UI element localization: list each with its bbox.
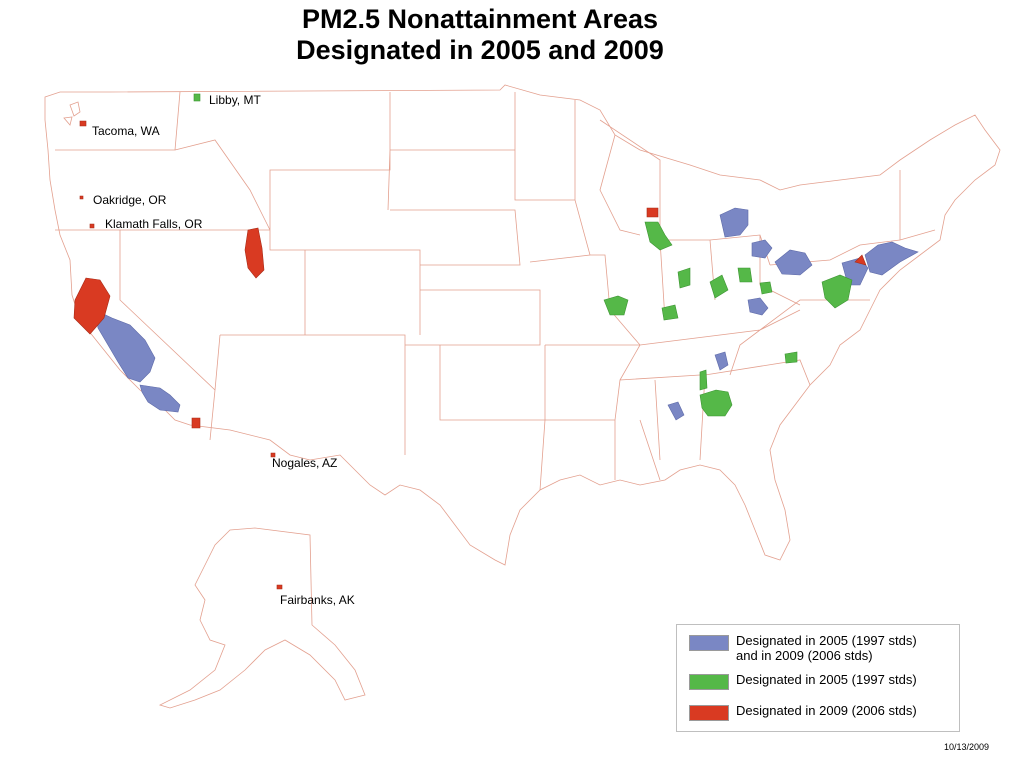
legend-label-2005: Designated in 2005 (1997 stds) (736, 672, 917, 687)
area-chattanooga-atlanta (699, 389, 733, 417)
area-indianapolis (677, 267, 691, 289)
areas-both (94, 207, 919, 421)
legend-item-2009: Designated in 2009 (2006 stds) (689, 703, 917, 721)
area-utah (244, 227, 265, 279)
area-imperial (191, 417, 201, 429)
area-cincinnati-dayton (709, 274, 729, 299)
legend-label-2009: Designated in 2009 (2006 stds) (736, 703, 917, 718)
area-louisville (747, 297, 769, 316)
map-title-line-1: PM2.5 Nonattainment Areas (301, 4, 659, 34)
area-south-coast (139, 384, 181, 413)
map-title: PM2.5 Nonattainment Areas Designated in … (0, 4, 960, 66)
area-klamath-falls (89, 223, 95, 229)
area-oakridge (79, 195, 84, 200)
label-oakridge: Oakridge, OR (93, 193, 167, 207)
area-alabama-north (699, 369, 708, 391)
legend-swatch-both (689, 635, 729, 651)
legend-swatch-2009 (689, 705, 729, 721)
map-title-line-2: Designated in 2005 and 2009 (296, 35, 664, 65)
area-cleveland (751, 239, 773, 259)
area-charleston (759, 281, 773, 295)
area-libby (193, 93, 201, 102)
area-harrisburg (854, 254, 867, 266)
legend-swatch-2005 (689, 674, 729, 690)
label-libby: Libby, MT (209, 93, 261, 107)
puget-island-outline (63, 101, 81, 126)
area-fairbanks (276, 584, 283, 590)
area-baltimore-dc (821, 274, 853, 309)
label-nogales: Nogales, AZ (272, 456, 338, 470)
areas-2009 (73, 120, 867, 590)
legend-item-both: Designated in 2005 (1997 stds) and in 20… (689, 633, 917, 663)
area-knoxville (714, 351, 729, 371)
legend-label-both: Designated in 2005 (1997 stds) and in 20… (736, 633, 917, 663)
area-st-louis (603, 295, 629, 316)
conus-outline (44, 84, 1001, 566)
area-chicago (644, 221, 673, 251)
area-detroit (719, 207, 749, 238)
area-pittsburgh (774, 249, 813, 276)
label-klamath-falls: Klamath Falls, OR (105, 217, 203, 231)
area-milwaukee (646, 207, 659, 218)
legend-item-2005: Designated in 2005 (1997 stds) (689, 672, 917, 690)
areas-2005 (193, 93, 853, 417)
alaska-outline (158, 527, 366, 709)
area-tacoma (79, 120, 87, 127)
map-legend: Designated in 2005 (1997 stds) and in 20… (676, 624, 960, 732)
area-san-joaquin (94, 309, 156, 383)
area-sacramento-bay (73, 277, 111, 335)
area-birmingham (667, 401, 685, 421)
area-columbus (737, 267, 753, 283)
label-tacoma: Tacoma, WA (92, 124, 160, 138)
area-new-york (864, 241, 919, 276)
area-evansville (661, 304, 679, 321)
state-lines (55, 91, 936, 491)
label-fairbanks: Fairbanks, AK (280, 593, 355, 607)
state-borders (44, 84, 1001, 566)
date-stamp: 10/13/2009 (943, 742, 989, 752)
puget-islands (63, 101, 81, 126)
area-north-carolina (784, 351, 798, 364)
area-nogales (270, 452, 276, 458)
alaska-borders (158, 527, 366, 709)
